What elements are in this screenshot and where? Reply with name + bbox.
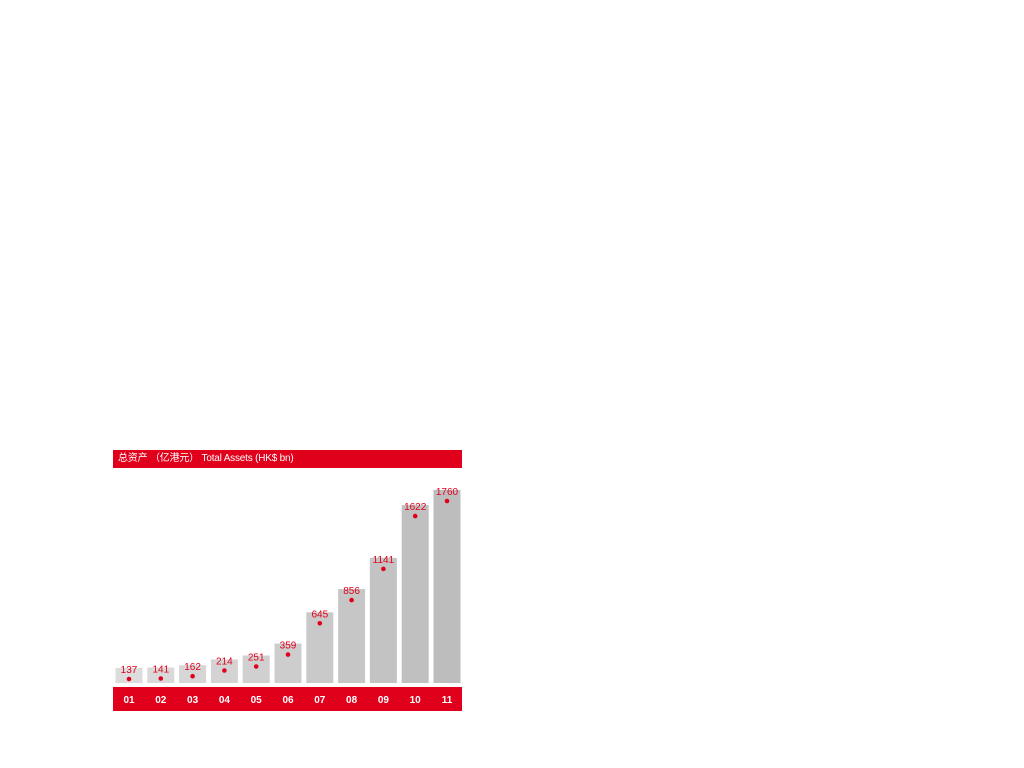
- value-label-06: 359: [280, 641, 297, 652]
- data-point-09: [381, 566, 386, 572]
- data-point-07: [317, 621, 323, 626]
- x-tick-labels-layer: 01 02 03 04 05 06 07 08 09 10 11: [123, 695, 452, 706]
- x-tick-label-10: 10: [410, 695, 422, 706]
- x-tick-label-03: 03: [187, 695, 199, 706]
- bar-08: [338, 589, 366, 683]
- value-label-11: 1760: [436, 487, 459, 498]
- value-labels-layer: 137 141 162 214 251 359 645 856 1141 1622 1760: [121, 487, 459, 676]
- x-tick-label-07: 07: [314, 695, 326, 706]
- x-tick-label-02: 02: [155, 695, 167, 706]
- value-label-02: 141: [152, 665, 169, 676]
- x-tick-label-05: 05: [251, 695, 263, 706]
- value-label-08: 856: [343, 586, 360, 597]
- value-label-05: 251: [248, 653, 265, 664]
- data-point-04: [222, 668, 227, 673]
- bar-05: [242, 655, 270, 683]
- chart-title: 总资产 （亿港元） Total Assets (HK$ bn): [113, 450, 462, 468]
- data-point-03: [190, 673, 195, 679]
- x-tick-label-04: 04: [219, 695, 231, 706]
- data-point-08: [349, 597, 354, 603]
- data-points-layer: [126, 498, 450, 682]
- x-tick-label-08: 08: [346, 695, 358, 706]
- bar-09: [369, 557, 397, 683]
- data-point-11: [444, 498, 450, 504]
- x-tick-label-11: 11: [442, 695, 453, 706]
- x-tick-label-01: 01: [123, 695, 135, 706]
- data-point-01: [126, 676, 132, 682]
- value-label-03: 162: [184, 662, 201, 673]
- x-tick-label-06: 06: [282, 695, 294, 706]
- bars-layer: [115, 490, 461, 683]
- data-point-05: [253, 664, 259, 669]
- data-point-06: [285, 652, 291, 657]
- x-axis-band: [113, 687, 462, 711]
- bar-06: [274, 643, 302, 683]
- x-tick-label-09: 09: [378, 695, 390, 706]
- data-point-10: [412, 513, 418, 519]
- bar-10: [401, 505, 429, 683]
- bar-01: [115, 668, 143, 683]
- bar-11: [433, 490, 461, 683]
- value-label-01: 137: [121, 665, 138, 676]
- total-assets-chart: 137 141 162 214 251 359 645 856 1141 1622 1760 01 0…: [113, 450, 462, 711]
- value-label-07: 645: [311, 609, 328, 620]
- value-label-10: 1622: [404, 502, 427, 513]
- data-point-02: [158, 676, 164, 681]
- value-label-09: 1141: [373, 555, 395, 566]
- value-label-04: 214: [216, 657, 233, 668]
- bar-02: [147, 667, 175, 683]
